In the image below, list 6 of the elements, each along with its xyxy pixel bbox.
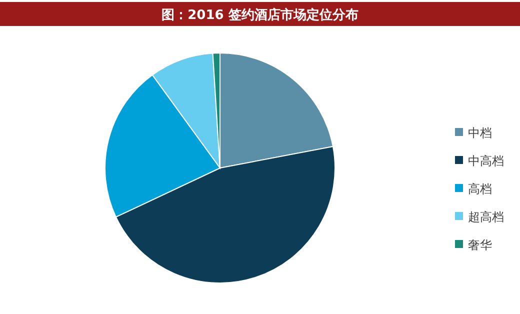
legend-label: 奢华 [468,238,492,252]
legend-label: 中档 [468,126,492,140]
legend-label: 中高档 [468,154,504,168]
chart-title: 图：2016 签约酒店市场定位分布 [162,7,358,23]
legend-label: 超高档 [468,210,504,224]
legend-label: 高档 [468,182,492,196]
